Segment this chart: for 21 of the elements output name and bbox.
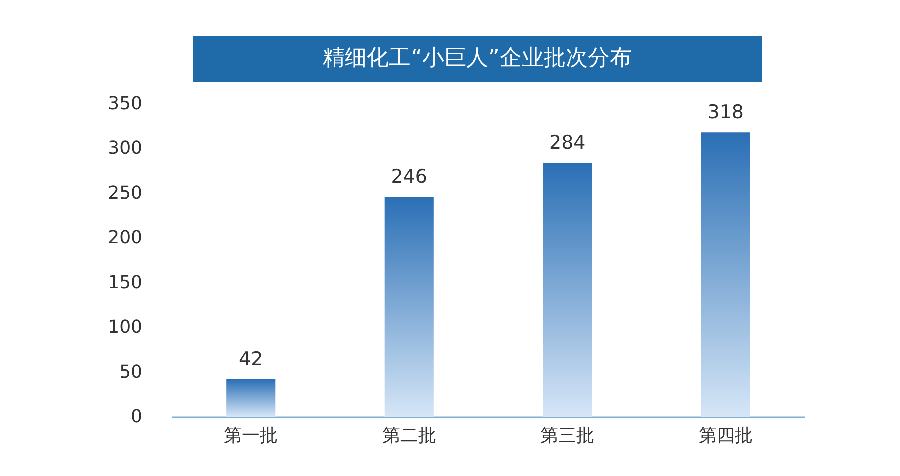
data-label: 318 — [708, 102, 744, 124]
y-tick-label: 250 — [108, 182, 142, 204]
chart-title: 精细化工“小巨人”企业批次分布 — [193, 36, 762, 82]
y-tick-label: 350 — [108, 94, 142, 114]
y-tick-label: 150 — [108, 272, 142, 294]
bar — [543, 163, 592, 417]
data-label: 284 — [549, 132, 586, 154]
y-tick-label: 50 — [120, 362, 142, 383]
bar — [384, 197, 434, 417]
bar — [226, 379, 276, 417]
y-tick-label: 100 — [108, 317, 142, 338]
x-tick-label: 第三批 — [540, 426, 595, 446]
bar — [701, 132, 750, 417]
x-tick-label: 第二批 — [382, 426, 436, 446]
x-tick-label: 第一批 — [224, 426, 278, 446]
x-tick-label: 第四批 — [698, 426, 753, 446]
data-label: 246 — [391, 166, 428, 188]
y-tick-label: 300 — [108, 138, 142, 160]
data-label: 42 — [239, 348, 264, 370]
y-tick-label: 200 — [108, 228, 142, 249]
y-tick-label: 0 — [131, 406, 142, 428]
